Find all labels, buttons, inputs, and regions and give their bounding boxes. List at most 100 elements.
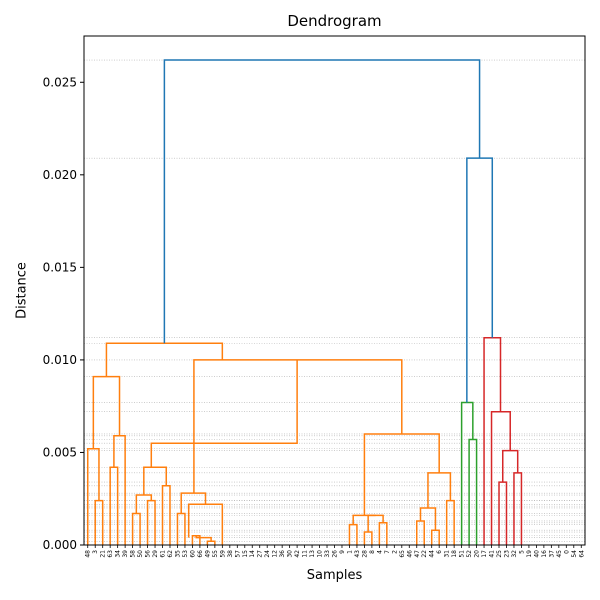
leaf-label: 33 [324,550,331,558]
leaf-label: 11 [302,550,309,558]
leaf-label: 0 [563,550,570,554]
leaf-label: 28 [361,550,368,558]
x-axis-label: Samples [306,568,363,583]
leaf-label: 61 [160,550,167,558]
dendrogram-link [378,522,388,545]
leaf-label: 65 [399,550,406,558]
leaf-label: 26 [332,550,339,558]
leaf-label: 46 [406,550,413,558]
leaf-label: 53 [182,550,189,558]
y-tick-label: 0.000 [43,538,77,552]
dendrogram-link [150,359,298,468]
plot-frame [83,35,586,546]
leaf-label: 1 [346,550,353,554]
dendrogram-link [419,507,437,531]
leaf-label: 55 [212,550,219,558]
leaf-label: 39 [122,550,129,558]
leaf-label: 18 [451,550,458,558]
leaf-label: 42 [294,550,301,558]
dendrogram-link [348,523,358,545]
leaf-label: 31 [444,550,451,558]
leaf-label: 52 [466,550,473,558]
leaf-label: 36 [279,550,286,558]
leaf-label: 2 [391,550,398,554]
leaf-label: 41 [489,550,496,558]
leaf-label: 47 [414,550,421,558]
dendrogram-link [195,535,212,542]
leaf-label: 56 [145,550,152,558]
dendrogram-link [163,59,481,344]
dendrogram-link [416,520,425,545]
leaf-label: 64 [578,550,585,558]
y-tick-label: 0.005 [43,445,77,459]
leaf-label: 19 [526,550,533,558]
leaf-label: 13 [309,550,316,558]
leaf-label: 6 [436,550,443,554]
dendrogram-link [113,435,126,545]
leaf-label: 54 [571,550,578,558]
dendrogram-link [501,449,519,483]
leaf-label: 34 [115,550,122,558]
leaf-label: 66 [197,550,204,558]
leaf-label: 37 [548,550,555,558]
leaf-label: 15 [242,550,249,558]
chart-title: Dendrogram [287,12,382,30]
dendrogram-link [143,466,168,496]
leaf-label: 48 [85,550,92,558]
leaf-label: 9 [339,550,346,554]
leaf-label: 30 [287,550,294,558]
dendrogram-link [427,472,452,508]
leaf-label: 50 [137,550,144,558]
leaf-label: 49 [204,550,211,558]
leaf-label: 29 [152,550,159,558]
leaf-label: 63 [107,550,114,558]
leaf-label: 8 [369,550,376,554]
dendrogram-link [180,492,207,514]
leaf-label: 24 [264,550,271,558]
dendrogram-link [498,481,508,545]
leaf-label: 59 [219,550,226,558]
leaf-label: 40 [533,550,540,558]
leaf-label: 3 [92,550,99,554]
dendrogram-link [161,485,171,545]
dendrogram-link [468,438,478,545]
y-tick-label: 0.010 [43,353,77,367]
leaf-label: 38 [227,550,234,558]
leaf-label: 32 [511,550,518,558]
dendrogram-link [193,359,403,494]
leaf-label: 10 [317,550,324,558]
leaf-label: 16 [541,550,548,558]
dendrogram-link [460,401,474,545]
dendrogram-link [352,514,376,525]
leaf-label: 20 [474,550,481,558]
leaf-label: 4 [376,550,383,554]
dendrogram-link [131,512,141,545]
leaf-label: 58 [130,550,137,558]
leaf-label: 44 [429,550,436,558]
dendrogram-link [466,157,494,403]
leaf-label: 7 [384,550,391,554]
leaf-label: 21 [100,550,107,558]
dendrogram-link [109,466,119,545]
leaf-label: 27 [257,550,264,558]
dendrogram-link [363,531,373,545]
leaf-label: 25 [496,550,503,558]
dendrogram-link [367,514,384,533]
dendrogram-link [92,375,121,449]
leaf-label: 12 [272,550,279,558]
leaf-label: 35 [174,550,181,558]
leaf-label: 60 [189,550,196,558]
dendrogram-link [430,529,440,545]
leaf-label: 43 [354,550,361,558]
leaf-label: 57 [234,550,241,558]
dendrogram-link [146,499,156,545]
dendrogram-link [206,540,216,545]
dendrogram-link [490,410,511,545]
leaf-label: 45 [556,550,563,558]
leaf-label: 51 [459,550,466,558]
dendrogram-link [513,472,523,545]
leaf-label: 5 [518,550,525,554]
y-tick-label: 0.015 [43,260,77,274]
